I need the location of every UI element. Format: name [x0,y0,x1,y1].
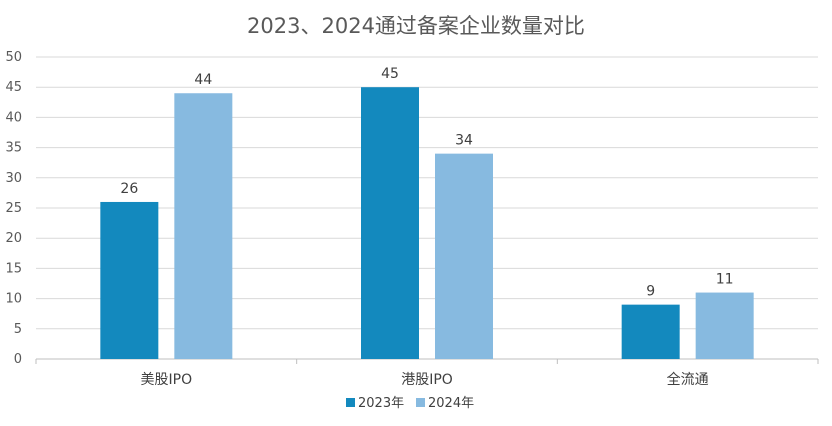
y-tick-label: 50 [5,50,22,65]
data-label: 26 [120,181,138,197]
y-tick-label: 45 [5,80,22,95]
legend-layer: 2023年 2024年 [346,396,474,411]
bar [695,292,754,359]
y-tick-label: 10 [5,292,22,307]
y-tick-label: 30 [5,171,22,186]
y-tick-label: 25 [5,201,22,216]
category-label: 港股IPO [401,372,453,388]
bar [174,93,233,360]
axis-layer: 0 5 10 15 20 25 30 35 40 45 50 [5,50,819,367]
label-layer: 26 44 美股IPO 45 34 港股IPO 9 11 全流通 [120,66,733,388]
legend-swatch [346,398,355,407]
bar-layer [100,87,754,360]
y-tick-label: 5 [14,322,22,337]
legend-swatch [416,398,425,407]
y-tick-label: 35 [5,141,22,156]
category-label: 美股IPO [141,372,193,388]
bar [100,201,159,359]
legend-label: 2023年 [358,396,404,411]
bar [435,153,493,359]
data-label: 44 [194,72,212,88]
bar [621,304,680,359]
legend-label: 2024年 [428,396,474,411]
chart-title: 2023、2024通过备案企业数量对比 [247,14,585,38]
data-label: 11 [716,272,734,288]
y-tick-label: 0 [14,352,22,367]
bar [361,87,419,359]
data-label: 9 [646,284,655,300]
y-tick-label: 40 [5,110,22,125]
grid-layer [36,56,818,330]
data-label: 45 [381,66,399,82]
y-tick-label: 15 [5,261,22,276]
y-tick-label: 20 [5,231,22,246]
category-label: 全流通 [667,371,709,388]
data-label: 34 [455,133,473,149]
